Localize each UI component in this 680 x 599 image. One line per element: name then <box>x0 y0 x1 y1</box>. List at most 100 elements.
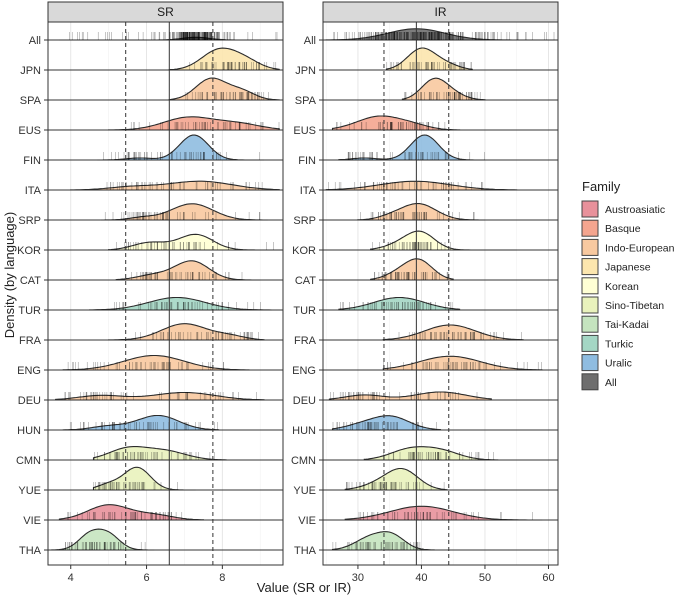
density-curve <box>55 391 265 401</box>
ridge-row-tur: TUR <box>18 296 283 317</box>
legend-swatch <box>581 258 599 276</box>
y-axis-title: Density (by language) <box>2 212 17 338</box>
rug-ticks <box>94 452 215 460</box>
ridge-row-vie: VIE <box>298 505 558 527</box>
row-label: VIE <box>23 515 41 527</box>
ridge-row-eus: EUS <box>293 115 558 137</box>
ridge-row-cmn: CMN <box>291 446 558 467</box>
density-curve <box>62 354 250 371</box>
x-axis-title: Value (SR or IR) <box>257 580 351 595</box>
legend-item: Korean <box>581 277 639 295</box>
ridge-row-cat: CAT <box>20 260 283 287</box>
row-label: CMN <box>291 455 316 467</box>
rug-ticks <box>131 272 243 280</box>
ridge-row-yue: YUE <box>18 466 283 497</box>
rug-ticks <box>332 422 437 430</box>
rug-ticks <box>130 122 280 130</box>
panel-ir: IR All JPN SPA EUS FIN ITA SRP KOR CAT TUR FRA ENG DE… <box>291 1 559 584</box>
ridge-row-hun: HUN <box>17 414 283 437</box>
row-label: YUE <box>293 485 316 497</box>
ridge-row-ita: ITA <box>300 180 558 197</box>
density-curve <box>92 466 196 491</box>
rug-ticks <box>116 242 274 250</box>
ridge-row-srp: SRP <box>18 203 283 227</box>
ridge-row-ita: ITA <box>25 180 283 197</box>
density-curve <box>101 203 268 221</box>
density-curve <box>401 77 486 101</box>
legend-item: Austroasiatic <box>581 200 665 218</box>
ridge-row-fra: FRA <box>294 324 558 347</box>
legend-label: Turkic <box>605 338 633 350</box>
ridge-row-fin: FIN <box>298 134 558 167</box>
rug-ticks <box>69 32 278 40</box>
row-label: ENG <box>292 365 316 377</box>
ridge-row-hun: HUN <box>292 415 558 437</box>
row-label: ITA <box>300 185 317 197</box>
row-label: CAT <box>20 275 41 287</box>
row-label: All <box>304 35 316 47</box>
row-label: THA <box>19 545 42 557</box>
density-curve <box>331 115 461 131</box>
plot-background <box>323 22 558 565</box>
ridge-row-tur: TUR <box>293 296 558 317</box>
rug-ticks <box>328 182 484 190</box>
panels-group: SR All JPN SPA EUS FIN ITA SRP KOR CAT TUR FRA ENG DE… <box>16 1 559 584</box>
panel-title: IR <box>435 5 447 19</box>
ridge-row-vie: VIE <box>23 504 283 527</box>
row-label: DEU <box>18 395 41 407</box>
ridge-row-spa: SPA <box>295 77 558 107</box>
density-curve <box>108 116 280 131</box>
ridge-row-jpn: JPN <box>295 47 558 77</box>
rug-ticks <box>103 152 260 160</box>
density-curve <box>338 134 485 161</box>
row-label: TUR <box>18 305 41 317</box>
legend-swatch <box>581 334 599 352</box>
density-curve <box>92 446 227 461</box>
rug-ticks <box>360 212 475 220</box>
row-label: DEU <box>293 395 316 407</box>
row-label: SRP <box>293 215 316 227</box>
density-curve <box>357 202 485 221</box>
legend-label: Japanese <box>605 262 651 274</box>
row-label: All <box>29 35 41 47</box>
legend-item: Japanese <box>581 258 651 276</box>
legend-swatch <box>581 219 599 237</box>
legend-swatch <box>581 200 599 218</box>
ridge-row-eng: ENG <box>17 354 283 377</box>
legend-swatch <box>581 315 599 333</box>
density-curve <box>115 260 261 281</box>
rug-ticks <box>386 62 472 70</box>
x-tick-label: 60 <box>542 572 554 584</box>
legend-label: Austroasiatic <box>605 204 665 216</box>
legend-swatch <box>581 373 599 391</box>
legend-label: Sino-Tibetan <box>605 300 664 312</box>
x-tick-label: 30 <box>352 572 364 584</box>
density-curve <box>328 391 492 401</box>
rug-ticks <box>185 92 269 100</box>
row-label: FIN <box>298 155 316 167</box>
rug-ticks <box>346 482 445 490</box>
ridge-row-deu: DEU <box>18 391 283 407</box>
ridge-row-all: All <box>304 28 558 47</box>
legend-item: Turkic <box>581 334 633 352</box>
rug-ticks <box>333 32 555 40</box>
ridge-row-eng: ENG <box>292 355 558 377</box>
row-label: VIE <box>298 515 316 527</box>
rug-ticks <box>332 542 421 550</box>
legend-item: Basque <box>581 219 641 237</box>
rug-ticks <box>398 332 522 340</box>
legend-swatch <box>581 277 599 295</box>
row-label: EUS <box>18 125 41 137</box>
ridge-row-eus: EUS <box>18 116 283 137</box>
legend-item: All <box>581 373 617 391</box>
ridge-row-tha: THA <box>294 531 558 557</box>
row-label: KOR <box>17 245 41 257</box>
rug-ticks <box>372 242 451 250</box>
row-label: HUN <box>292 425 316 437</box>
row-label: FRA <box>294 335 317 347</box>
x-tick-label: 8 <box>219 572 225 584</box>
ridge-row-fin: FIN <box>23 134 283 167</box>
row-label: SRP <box>18 215 41 227</box>
row-label: ITA <box>25 185 42 197</box>
